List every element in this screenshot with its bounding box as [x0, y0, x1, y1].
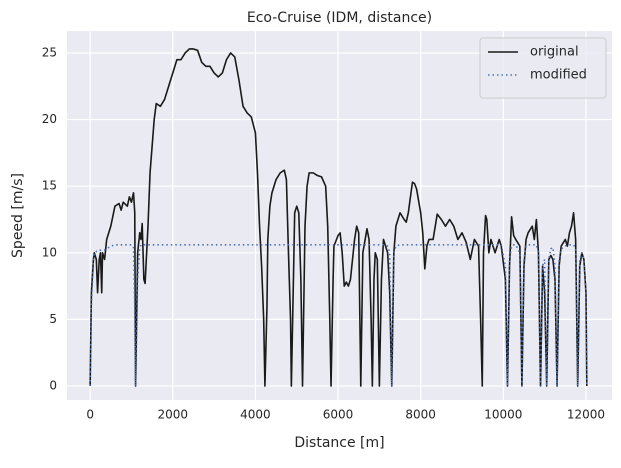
- y-tick-label: 0: [49, 379, 57, 393]
- chart-title: Eco-Cruise (IDM, distance): [247, 10, 432, 26]
- x-axis-label: Distance [m]: [294, 435, 384, 451]
- y-tick-label: 25: [42, 45, 57, 59]
- x-tick-label: 12000: [567, 408, 605, 422]
- series-line: [89, 48, 588, 387]
- y-axis-label: Speed [m/s]: [10, 173, 26, 258]
- legend-label: modified: [530, 68, 587, 83]
- legend: original modified: [479, 37, 607, 99]
- y-tick-label: 20: [42, 112, 57, 126]
- y-tick-label: 15: [42, 179, 57, 193]
- y-tick-label: 10: [42, 245, 57, 259]
- lines: [89, 48, 588, 387]
- x-tick-label: 0: [86, 408, 94, 422]
- x-tick-label: 8000: [405, 408, 436, 422]
- x-tick-label: 4000: [240, 408, 271, 422]
- series-line: [89, 244, 588, 387]
- x-tick-label: 10000: [484, 408, 522, 422]
- legend-label: original: [530, 45, 579, 60]
- y-tick-label: 5: [49, 312, 57, 326]
- x-tick-label: 6000: [323, 408, 354, 422]
- legend-box: [479, 37, 607, 99]
- grid: [67, 31, 612, 400]
- x-tick-label: 2000: [158, 408, 189, 422]
